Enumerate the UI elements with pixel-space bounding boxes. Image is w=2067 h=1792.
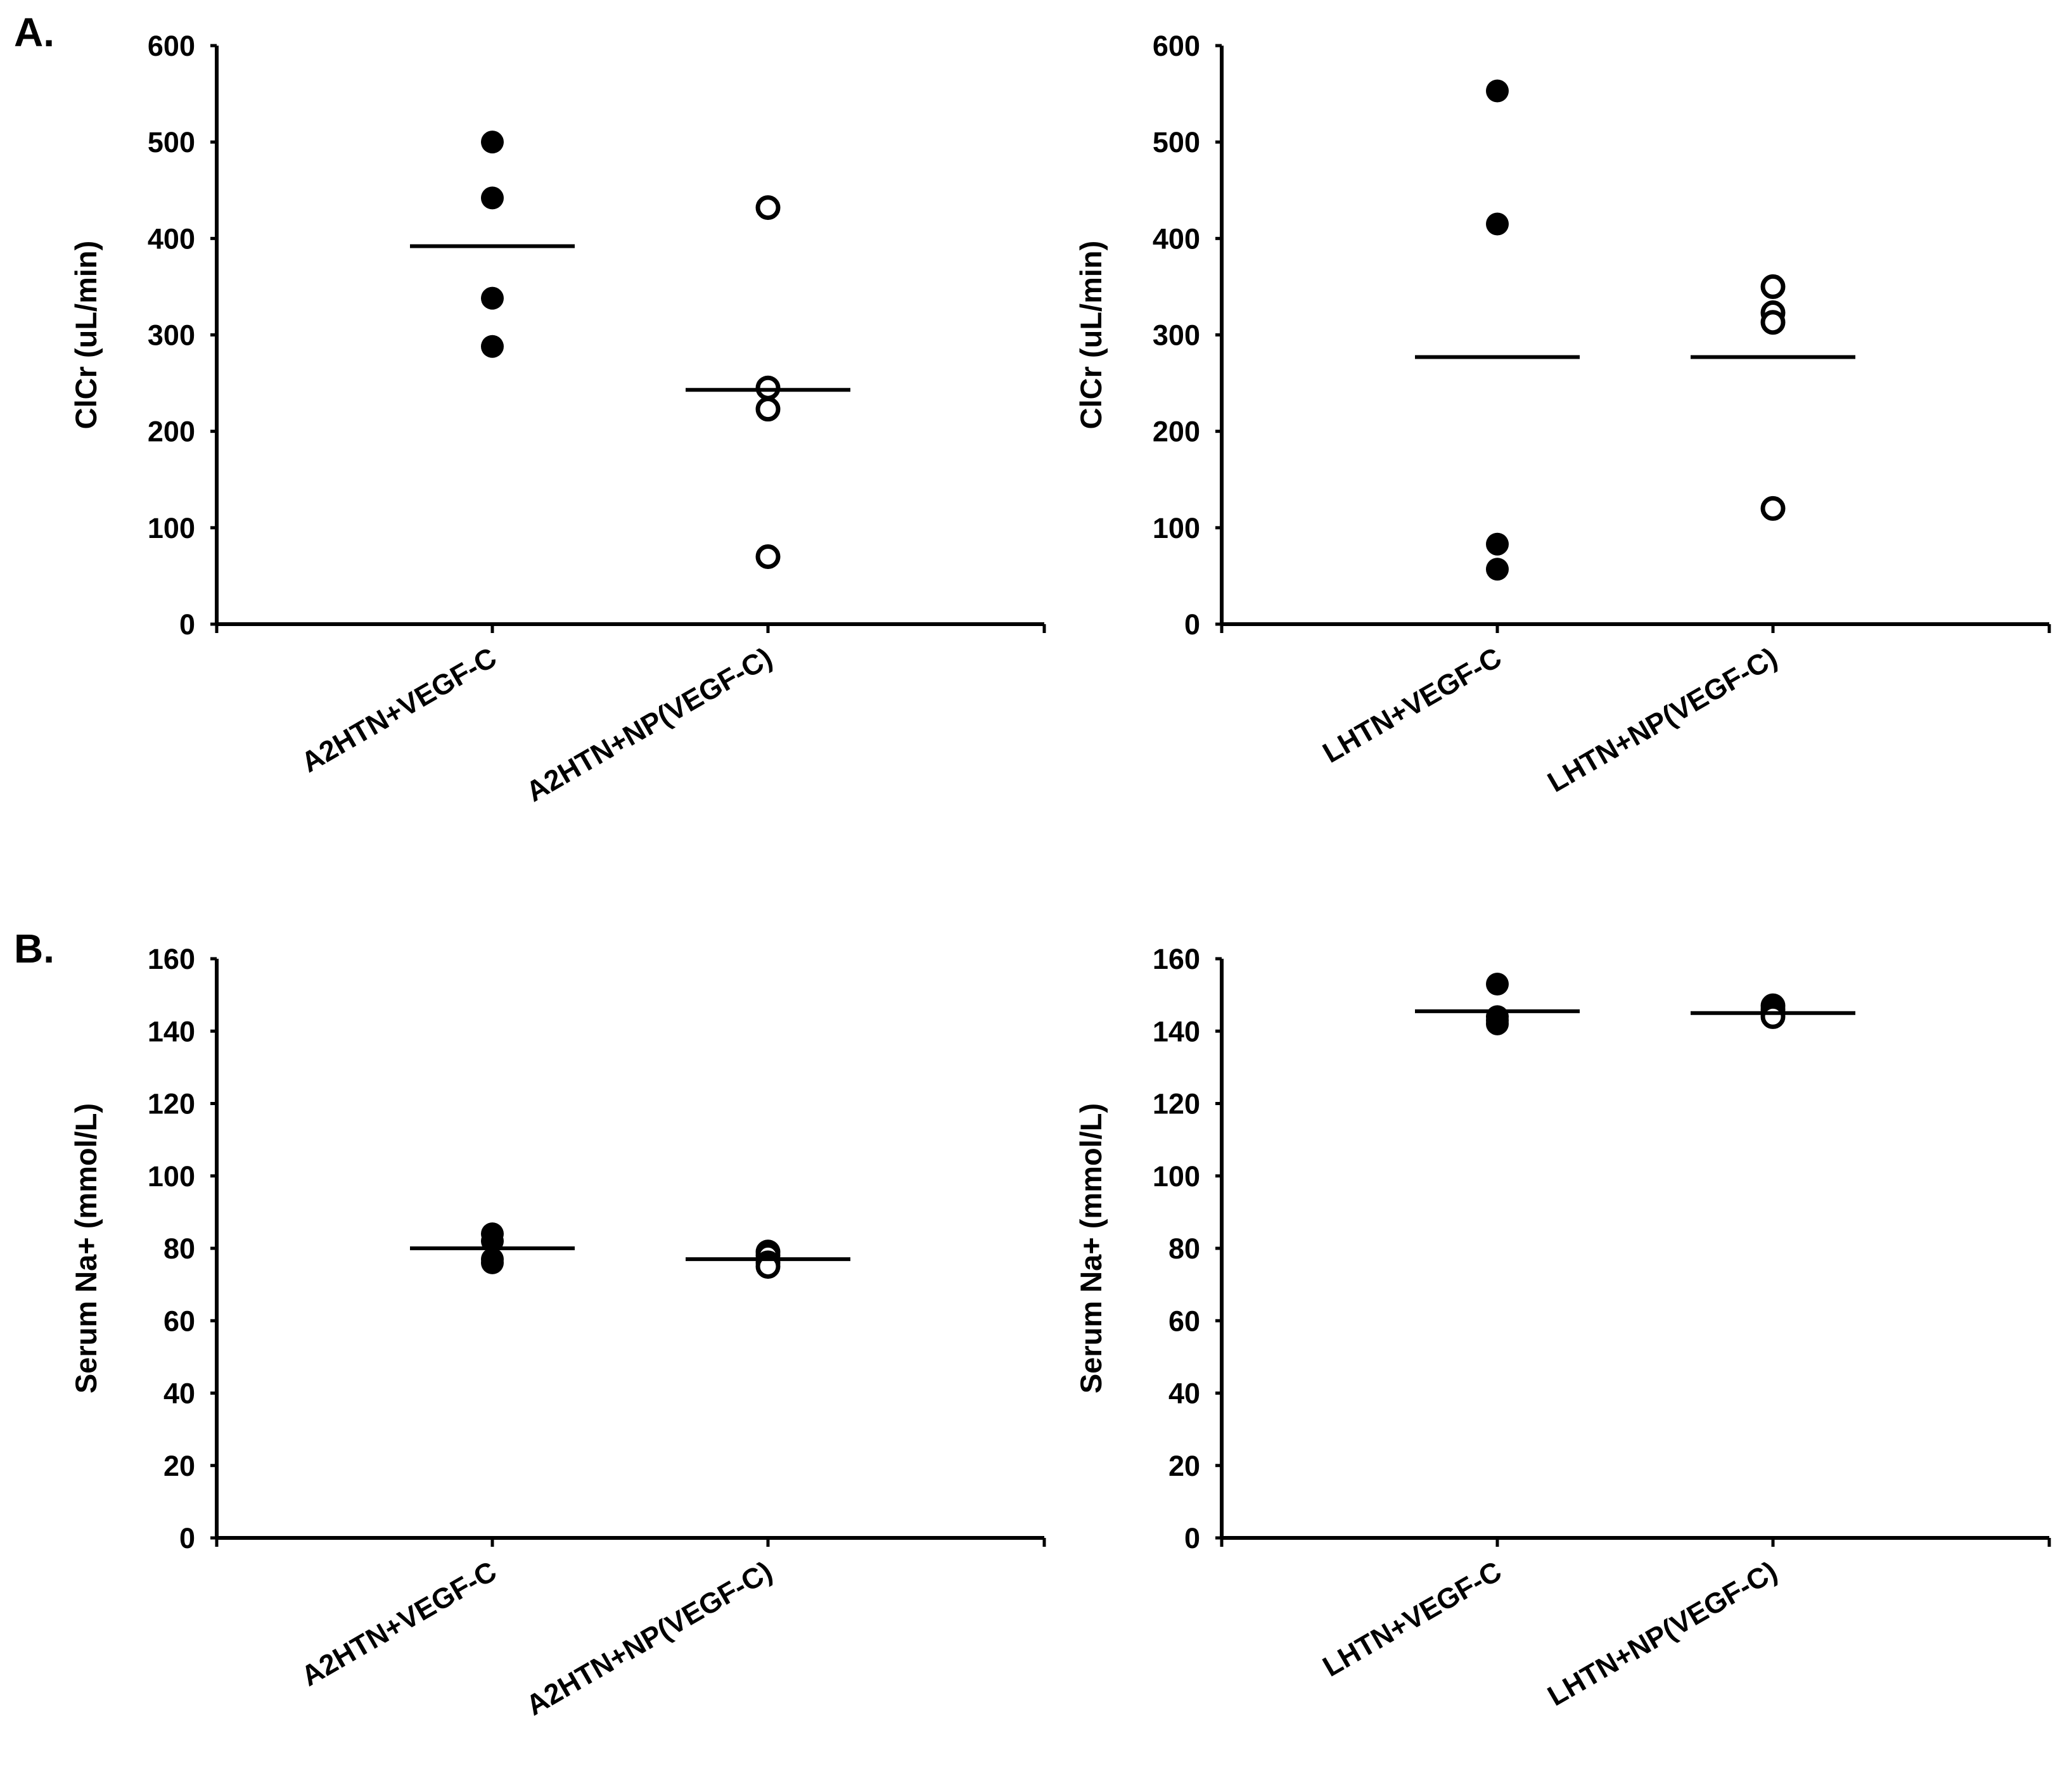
- chart-3-y-tick-label: 20: [163, 1450, 195, 1482]
- chart-2-category-label: LHTN+VEGF-C: [1317, 641, 1507, 769]
- chart-3-category-label: A2HTN+NP(VEGF-C): [521, 1554, 778, 1722]
- chart-1-y-tick-label: 600: [148, 30, 195, 62]
- chart-4-category-label: LHTN+NP(VEGF-C): [1542, 1554, 1782, 1712]
- chart-1-y-tick-label: 400: [148, 222, 195, 255]
- chart-4-y-tick-label: 60: [1168, 1305, 1200, 1337]
- chart-1-point-open: [755, 397, 781, 422]
- chart-3-y-tick-label: 40: [163, 1378, 195, 1410]
- chart-3-y-tick-label: 100: [148, 1160, 195, 1193]
- chart-4-y-tick-label: 100: [1153, 1160, 1200, 1193]
- chart-2-point-filled: [1486, 79, 1509, 103]
- chart-3-y-tick-label: 120: [148, 1088, 195, 1120]
- chart-2-point-open: [1760, 274, 1786, 299]
- chart-4-point-open: [1760, 1004, 1786, 1029]
- chart-1-point-filled: [481, 286, 504, 310]
- chart-3-y-tick-label: 80: [163, 1232, 195, 1265]
- chart-3-y-tick-label: 0: [179, 1522, 195, 1554]
- chart-3-point-open: [755, 1254, 781, 1279]
- chart-2-y-tick-label: 100: [1153, 512, 1200, 544]
- panel-label-a: A.: [14, 10, 54, 55]
- chart-3-y-axis-title: Serum Na+ (mmol/L): [69, 1103, 103, 1393]
- chart-1-y-tick-label: 100: [148, 512, 195, 544]
- chart-4-y-tick-label: 20: [1168, 1450, 1200, 1482]
- chart-3-y-tick-label: 160: [148, 943, 195, 975]
- chart-4-y-tick-label: 140: [1153, 1015, 1200, 1047]
- chart-2-y-tick-label: 300: [1153, 319, 1200, 352]
- chart-1-point-open: [755, 195, 781, 221]
- chart-3-category-label: A2HTN+VEGF-C: [296, 1554, 502, 1692]
- chart-2-y-axis-title: ClCr (uL/min): [1074, 241, 1108, 430]
- chart-4-y-axis-title: Serum Na+ (mmol/L): [1074, 1103, 1108, 1393]
- chart-4-y-tick-label: 120: [1153, 1088, 1200, 1120]
- chart-4-y-tick-label: 80: [1168, 1232, 1200, 1265]
- chart-3-point-filled: [481, 1251, 504, 1274]
- panel-label-b: B.: [14, 926, 54, 971]
- chart-3-y-tick-label: 60: [163, 1305, 195, 1337]
- chart-2-category-label: LHTN+NP(VEGF-C): [1542, 641, 1782, 798]
- chart-2-point-open: [1760, 310, 1786, 335]
- chart-3-y-tick-label: 140: [148, 1015, 195, 1047]
- chart-1-point-filled: [481, 335, 504, 358]
- chart-1-point-filled: [481, 131, 504, 154]
- chart-2-y-tick-label: 500: [1153, 126, 1200, 158]
- chart-1-point-filled: [481, 186, 504, 210]
- chart-1-point-open: [755, 544, 781, 569]
- chart-4-category-label: LHTN+VEGF-C: [1317, 1554, 1507, 1682]
- chart-2-point-filled: [1486, 558, 1509, 581]
- chart-1-category-label: A2HTN+VEGF-C: [296, 641, 502, 778]
- chart-4-point-filled: [1486, 972, 1509, 995]
- chart-2-y-tick-label: 600: [1153, 30, 1200, 62]
- chart-2-y-tick-label: 0: [1184, 608, 1200, 641]
- chart-4-y-tick-label: 40: [1168, 1378, 1200, 1410]
- chart-1-y-tick-label: 500: [148, 126, 195, 158]
- chart-4-y-tick-label: 160: [1153, 943, 1200, 975]
- chart-1-category-label: A2HTN+NP(VEGF-C): [521, 641, 778, 808]
- chart-2-y-tick-label: 400: [1153, 222, 1200, 255]
- chart-2-y-tick-label: 200: [1153, 416, 1200, 448]
- chart-1-y-axis-title: ClCr (uL/min): [69, 241, 103, 430]
- chart-1-y-tick-label: 0: [179, 608, 195, 641]
- chart-2-point-filled: [1486, 532, 1509, 556]
- chart-1-y-tick-label: 300: [148, 319, 195, 352]
- chart-4-y-tick-label: 0: [1184, 1522, 1200, 1554]
- chart-2-point-filled: [1486, 212, 1509, 236]
- chart-1-point-open: [755, 375, 781, 400]
- chart-2-point-open: [1760, 496, 1786, 521]
- chart-1-y-tick-label: 200: [148, 416, 195, 448]
- chart-4-point-filled: [1486, 1012, 1509, 1035]
